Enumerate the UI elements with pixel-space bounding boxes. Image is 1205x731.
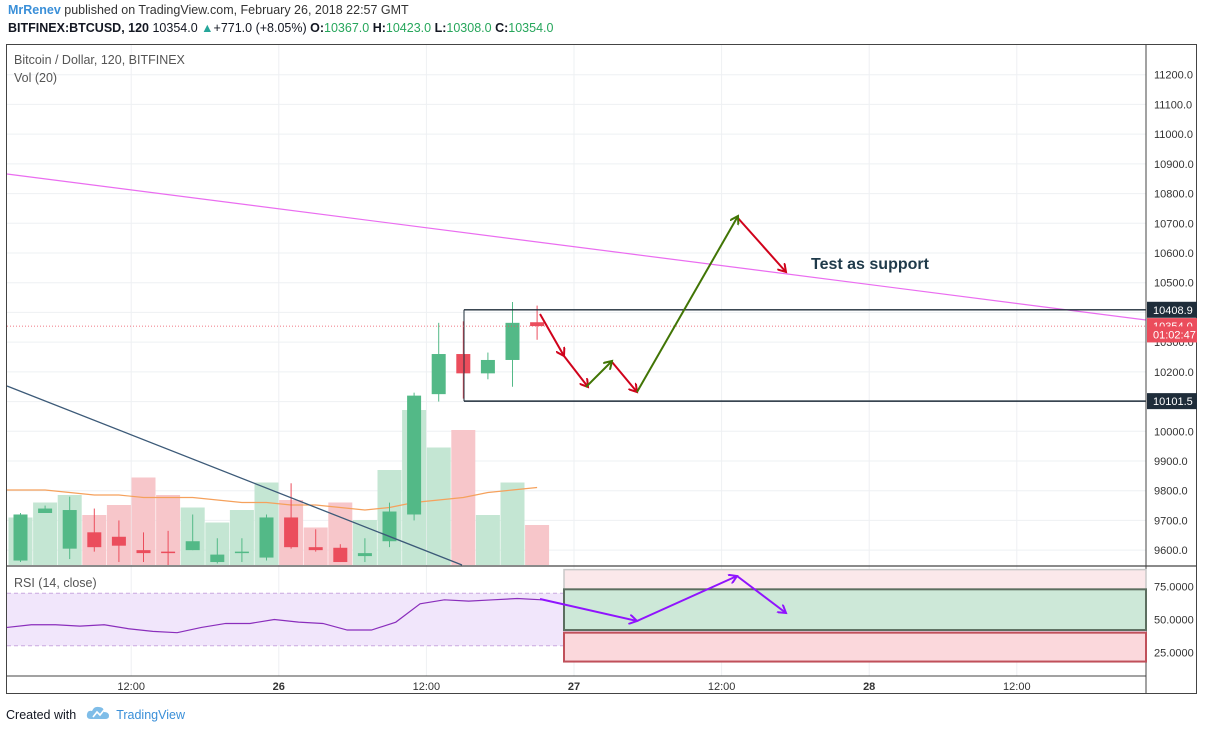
candle-body[interactable] (62, 510, 77, 549)
red-projection-arrow (539, 313, 564, 356)
volume-ma-line (7, 486, 538, 511)
footer: Created with TradingView (6, 706, 185, 723)
rsi-legend: RSI (14, close) (14, 576, 97, 590)
resistance-trendline (6, 173, 1147, 321)
candle-body[interactable] (480, 359, 495, 374)
time-tick-label: 12:00 (413, 681, 441, 693)
volume-legend: Vol (20) (14, 71, 57, 85)
high-label: H: (372, 21, 386, 35)
price-tick-label: 9600.0 (1154, 545, 1188, 557)
rsi-tick-label: 25.0000 (1154, 647, 1194, 659)
time-tick-label: 12:00 (117, 681, 145, 693)
rsi-line (6, 597, 542, 634)
price-tick-label: 10800.0 (1154, 189, 1194, 201)
close-label: C: (495, 21, 509, 35)
candle-body[interactable] (308, 547, 323, 551)
rsi-projection-arrow (736, 575, 786, 613)
green-projection-arrow (636, 216, 738, 393)
time-tick-label: 27 (568, 681, 580, 693)
price-tick-label: 9700.0 (1154, 515, 1188, 527)
tradingview-cloud-icon (86, 706, 110, 723)
time-tick-label: 12:00 (1003, 681, 1031, 693)
price-tick-label: 10700.0 (1154, 218, 1194, 230)
price-label-text: 01:02:47 (1153, 329, 1196, 341)
volume-bar (525, 525, 550, 565)
chart-title: Bitcoin / Dollar, 120, BITFINEX (14, 53, 186, 67)
up-triangle-icon: ▲ (201, 21, 214, 35)
price-tick-label: 9800.0 (1154, 486, 1188, 498)
candle-body[interactable] (161, 551, 176, 554)
price-label-tag (1147, 326, 1197, 343)
price-tick-label: 10500.0 (1154, 278, 1194, 290)
candle-body[interactable] (185, 541, 200, 551)
time-tick-label: 28 (863, 681, 875, 693)
annotation-text: Test as support (811, 256, 930, 273)
price-label-tag (1147, 393, 1197, 410)
rsi-tick-label: 50.0000 (1154, 615, 1194, 627)
time-tick-label: 12:00 (708, 681, 736, 693)
price-tick-label: 10000.0 (1154, 426, 1194, 438)
price-tick-label: 9900.0 (1154, 456, 1188, 468)
low-value: 10308.0 (446, 21, 492, 35)
chart-frame (6, 44, 1197, 694)
candle-body[interactable] (259, 517, 274, 558)
candle-body[interactable] (87, 532, 102, 548)
price-tick-label: 11200.0 (1154, 70, 1193, 82)
candle-body[interactable] (357, 553, 372, 557)
candle-body[interactable] (13, 514, 28, 561)
candle-body[interactable] (284, 517, 299, 548)
price-label-text: 10101.5 (1153, 396, 1193, 408)
candle-body[interactable] (234, 551, 249, 554)
volume-bar (426, 447, 451, 565)
rsi-zone-bottom-box (563, 631, 1147, 663)
candle-body[interactable] (382, 511, 397, 542)
descending-trendline (6, 385, 463, 566)
candle-body[interactable] (210, 554, 225, 563)
price-tick-label: 10900.0 (1154, 159, 1194, 171)
publish-line: MrRenev published on TradingView.com, Fe… (8, 3, 409, 17)
red-projection-arrow (563, 355, 588, 387)
published-text: published on TradingView.com, February 2… (64, 3, 409, 17)
rsi-projection-arrow (636, 576, 737, 622)
candle-body[interactable] (111, 536, 126, 546)
candle-body[interactable] (333, 547, 348, 563)
candle-body[interactable] (136, 550, 151, 554)
symbol-label: BITFINEX:BTCUSD, 120 (8, 21, 149, 35)
rsi-zone-top-box (563, 568, 1147, 591)
price-label-text: 10408.9 (1153, 305, 1193, 317)
low-label: L: (434, 21, 447, 35)
rsi-zone-middle-box (563, 588, 1147, 632)
red-projection-arrow (736, 216, 786, 272)
created-with-text: Created with (6, 707, 77, 722)
candle-body[interactable] (456, 354, 471, 374)
tradingview-link[interactable]: TradingView (116, 707, 185, 722)
candle-body[interactable] (530, 322, 545, 327)
price-tick-label: 11100.0 (1154, 99, 1192, 111)
volume-bar (500, 482, 525, 565)
candle-body[interactable] (431, 354, 446, 395)
time-tick-label: 26 (273, 681, 285, 693)
rsi-projection-arrow (539, 598, 637, 621)
symbol-line: BITFINEX:BTCUSD, 120 10354.0 ▲+771.0 (+8… (8, 21, 553, 35)
price-tick-label: 10200.0 (1154, 367, 1194, 379)
rsi-tick-label: 75.0000 (1154, 582, 1194, 594)
green-projection-arrow (585, 361, 612, 388)
candle-body[interactable] (505, 322, 520, 360)
last-price: 10354.0 (152, 21, 198, 35)
price-label-tag (1147, 301, 1197, 318)
price-tick-label: 11000.0 (1154, 129, 1193, 141)
candle-body[interactable] (407, 395, 422, 515)
candle-body[interactable] (38, 508, 53, 513)
high-value: 10423.0 (385, 21, 432, 35)
author-link[interactable]: MrRenev (8, 3, 61, 17)
close-value: 10354.0 (508, 21, 554, 35)
open-value: 10367.0 (324, 21, 370, 35)
open-label: O: (310, 21, 325, 35)
red-projection-arrow (611, 361, 637, 392)
price-tick-label: 10600.0 (1154, 248, 1194, 260)
volume-bar (475, 515, 500, 565)
change-value: +771.0 (+8.05%) (213, 21, 307, 35)
